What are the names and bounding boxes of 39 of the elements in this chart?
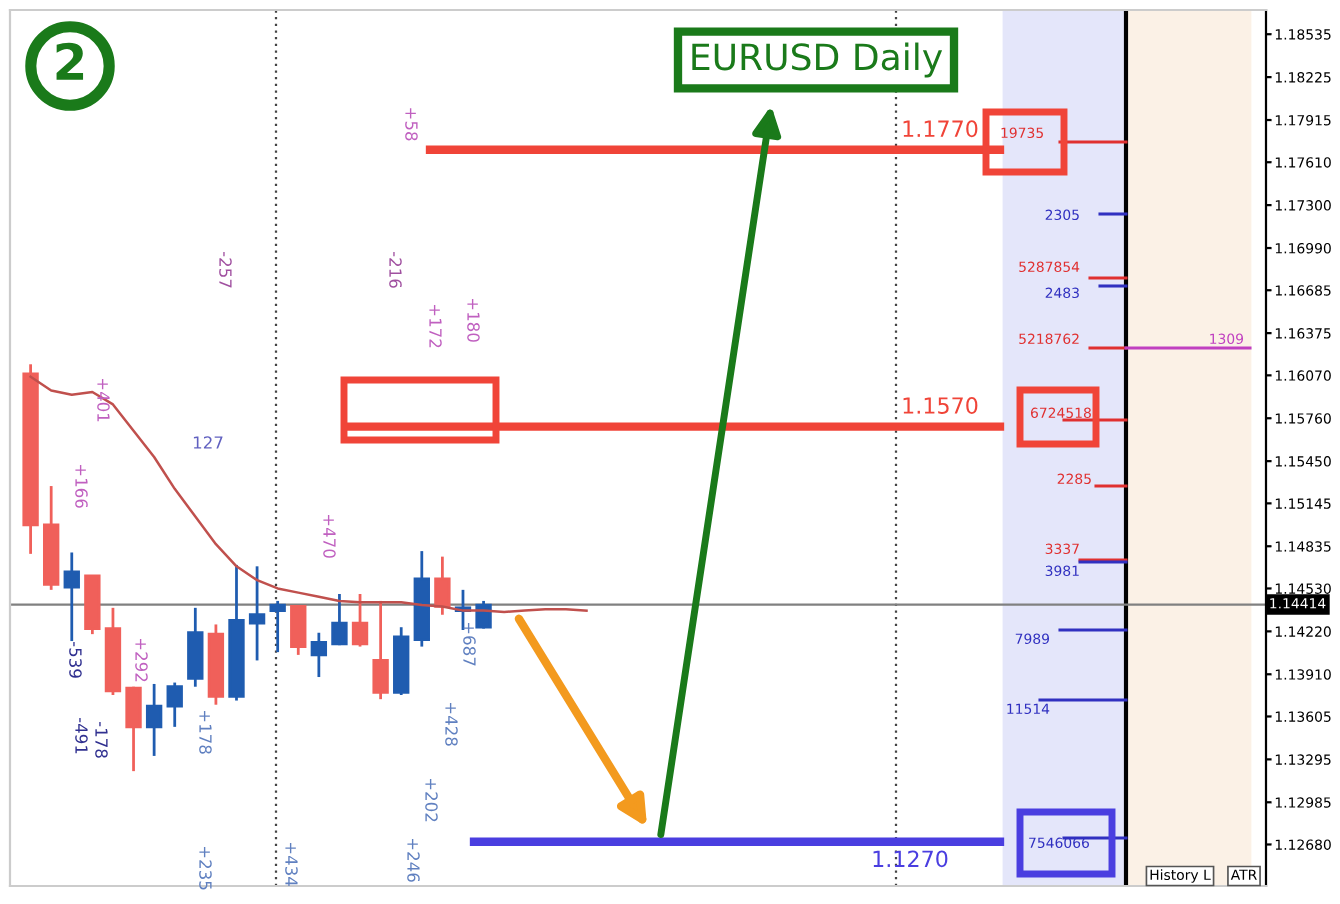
annotation: -539 — [69, 641, 82, 678]
annotation: 2 — [56, 42, 84, 80]
annotation: -178 — [95, 721, 108, 758]
text: EURUSD Daily — [692, 42, 943, 78]
annotation: -491 — [75, 717, 88, 754]
candlestick — [269, 599, 286, 654]
annotation: +180 — [467, 298, 480, 342]
ref-line-label: 1.1770 — [903, 120, 978, 138]
candlestick — [310, 631, 328, 679]
annotation: +202 — [425, 778, 438, 822]
candlestick — [248, 564, 266, 662]
annotation: 127 — [193, 436, 223, 449]
candlestick — [145, 682, 163, 758]
annotation: +178 — [199, 710, 212, 754]
annotation: +401 — [97, 378, 110, 422]
candlestick — [351, 592, 369, 648]
candlestick — [125, 685, 142, 773]
annotation: +166 — [75, 464, 88, 508]
line-series — [29, 375, 588, 614]
annotation: +58 — [405, 108, 418, 141]
candlestick — [331, 592, 348, 647]
candlestick — [372, 599, 389, 701]
annotation: +172 — [429, 304, 442, 348]
candlestick — [434, 555, 451, 617]
annotation: +292 — [135, 638, 148, 682]
candlestick — [166, 681, 183, 729]
annotation: +235 — [199, 846, 212, 890]
annotation: -257 — [219, 251, 232, 288]
candlestick — [290, 603, 307, 657]
annotation: +246 — [407, 838, 420, 882]
annotation: +687 — [463, 622, 476, 666]
candlestick — [63, 551, 80, 643]
annotation: -216 — [389, 251, 402, 288]
ref-line-label: 1.1570 — [903, 397, 978, 414]
candlestick — [187, 606, 204, 689]
ref-line-label: 1.1270 — [873, 850, 948, 868]
annotation: +470 — [323, 514, 336, 558]
annotation: +434 — [285, 842, 298, 886]
annotation: +428 — [445, 702, 458, 746]
